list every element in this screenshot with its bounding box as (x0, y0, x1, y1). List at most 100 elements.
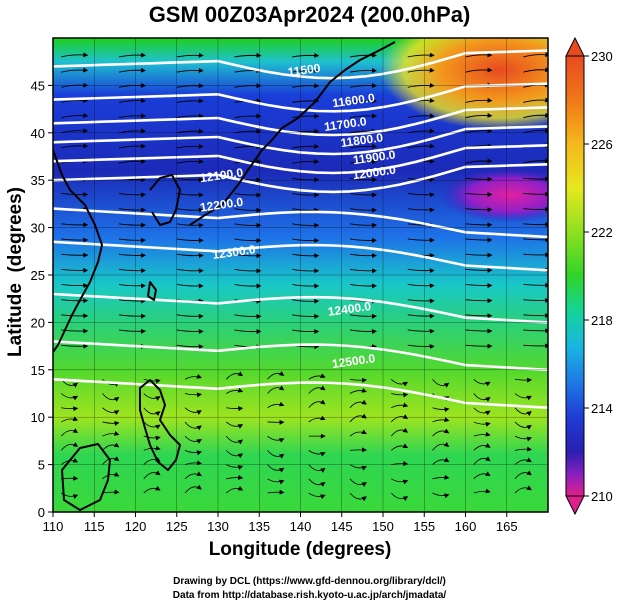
streamline (118, 268, 146, 274)
streamline (176, 283, 204, 289)
streamline (473, 443, 491, 451)
streamline (292, 143, 320, 149)
colorbar-tick-label: 222 (591, 225, 613, 240)
streamline (349, 98, 377, 104)
contour-labels: 11500 11600.0 11700.011800.011900.012000.0… (199, 61, 397, 371)
streamline (234, 52, 262, 58)
streamline (523, 313, 548, 319)
streamline (523, 297, 548, 303)
streamline (432, 379, 450, 388)
streamline (61, 113, 89, 119)
streamline (267, 464, 285, 473)
streamline (61, 298, 89, 304)
streamline (176, 177, 204, 183)
streamline (143, 393, 161, 401)
contour-label: 11500 (287, 61, 322, 79)
streamline (432, 441, 450, 451)
streamline (225, 485, 244, 494)
streamline (118, 207, 146, 213)
streamline (473, 431, 491, 437)
streamline (176, 158, 204, 164)
contour-label: 11800.0 (340, 130, 385, 150)
streamline (176, 143, 204, 149)
contour-label: 12000.0 (352, 162, 397, 182)
streamline (176, 329, 204, 335)
streamline (143, 435, 161, 441)
x-tick-label: 120 (125, 519, 147, 534)
streamline (292, 268, 320, 274)
chart-title: GSM 00Z03Apr2024 (200.0hPa) (148, 2, 471, 27)
streamline (407, 67, 435, 73)
streamline (292, 298, 320, 304)
y-tick-label: 25 (31, 268, 45, 283)
wind-streamlines (60, 52, 548, 502)
streamline (514, 485, 532, 494)
streamline (349, 207, 377, 213)
y-tick-label: 10 (31, 410, 45, 425)
streamline (432, 474, 450, 480)
streamline (349, 268, 377, 274)
streamline (473, 421, 491, 427)
streamline (234, 128, 262, 134)
streamline (143, 485, 161, 494)
streamline (473, 407, 491, 416)
streamline (349, 377, 367, 383)
streamline (473, 393, 491, 402)
streamline (234, 113, 262, 119)
y-tick-label: 0 (38, 505, 45, 520)
streamline (102, 456, 120, 465)
streamline (292, 313, 320, 319)
coastline-philippines (139, 379, 181, 471)
streamline (465, 252, 493, 258)
streamline (118, 222, 146, 228)
streamline (267, 371, 285, 380)
streamline (61, 416, 79, 423)
x-tick-label: 115 (84, 519, 105, 534)
streamline (176, 313, 204, 319)
streamline (432, 407, 450, 413)
streamline (407, 113, 435, 119)
streamline (465, 298, 493, 304)
streamline (514, 393, 532, 401)
streamline (349, 492, 367, 502)
y-tick-label: 15 (31, 363, 45, 378)
x-tick-label: 160 (455, 519, 477, 534)
warm-anomaly (380, 38, 548, 130)
streamline (176, 128, 204, 134)
streamline (308, 450, 326, 457)
streamline (349, 83, 377, 89)
streamline (523, 252, 548, 258)
streamline (390, 443, 409, 451)
streamline (225, 435, 244, 445)
streamline (292, 83, 320, 89)
x-tick-label: 150 (372, 519, 394, 534)
streamline (267, 385, 285, 394)
streamline (234, 268, 262, 274)
streamline (465, 176, 493, 182)
coastline-japan (189, 41, 396, 226)
streamline (523, 343, 548, 349)
streamline (118, 252, 146, 258)
streamline (184, 460, 202, 466)
x-tick-label: 145 (331, 519, 353, 534)
streamline (176, 222, 204, 228)
streamline (267, 450, 285, 459)
streamline (523, 282, 548, 288)
streamline (61, 343, 89, 349)
streamline (61, 252, 89, 258)
streamline (308, 385, 326, 394)
credit-data: Data from http://database.rish.kyoto-u.a… (172, 590, 447, 601)
streamline (349, 237, 377, 243)
streamline (61, 222, 89, 228)
streamline (60, 393, 79, 401)
streamline (102, 442, 120, 451)
streamline (184, 484, 202, 494)
streamline (184, 471, 202, 480)
y-tick-label: 45 (31, 78, 45, 93)
streamline (473, 488, 491, 494)
streamline (176, 113, 204, 119)
streamline (292, 159, 320, 165)
streamline (349, 67, 377, 73)
streamline (349, 222, 377, 228)
streamline (523, 176, 548, 182)
